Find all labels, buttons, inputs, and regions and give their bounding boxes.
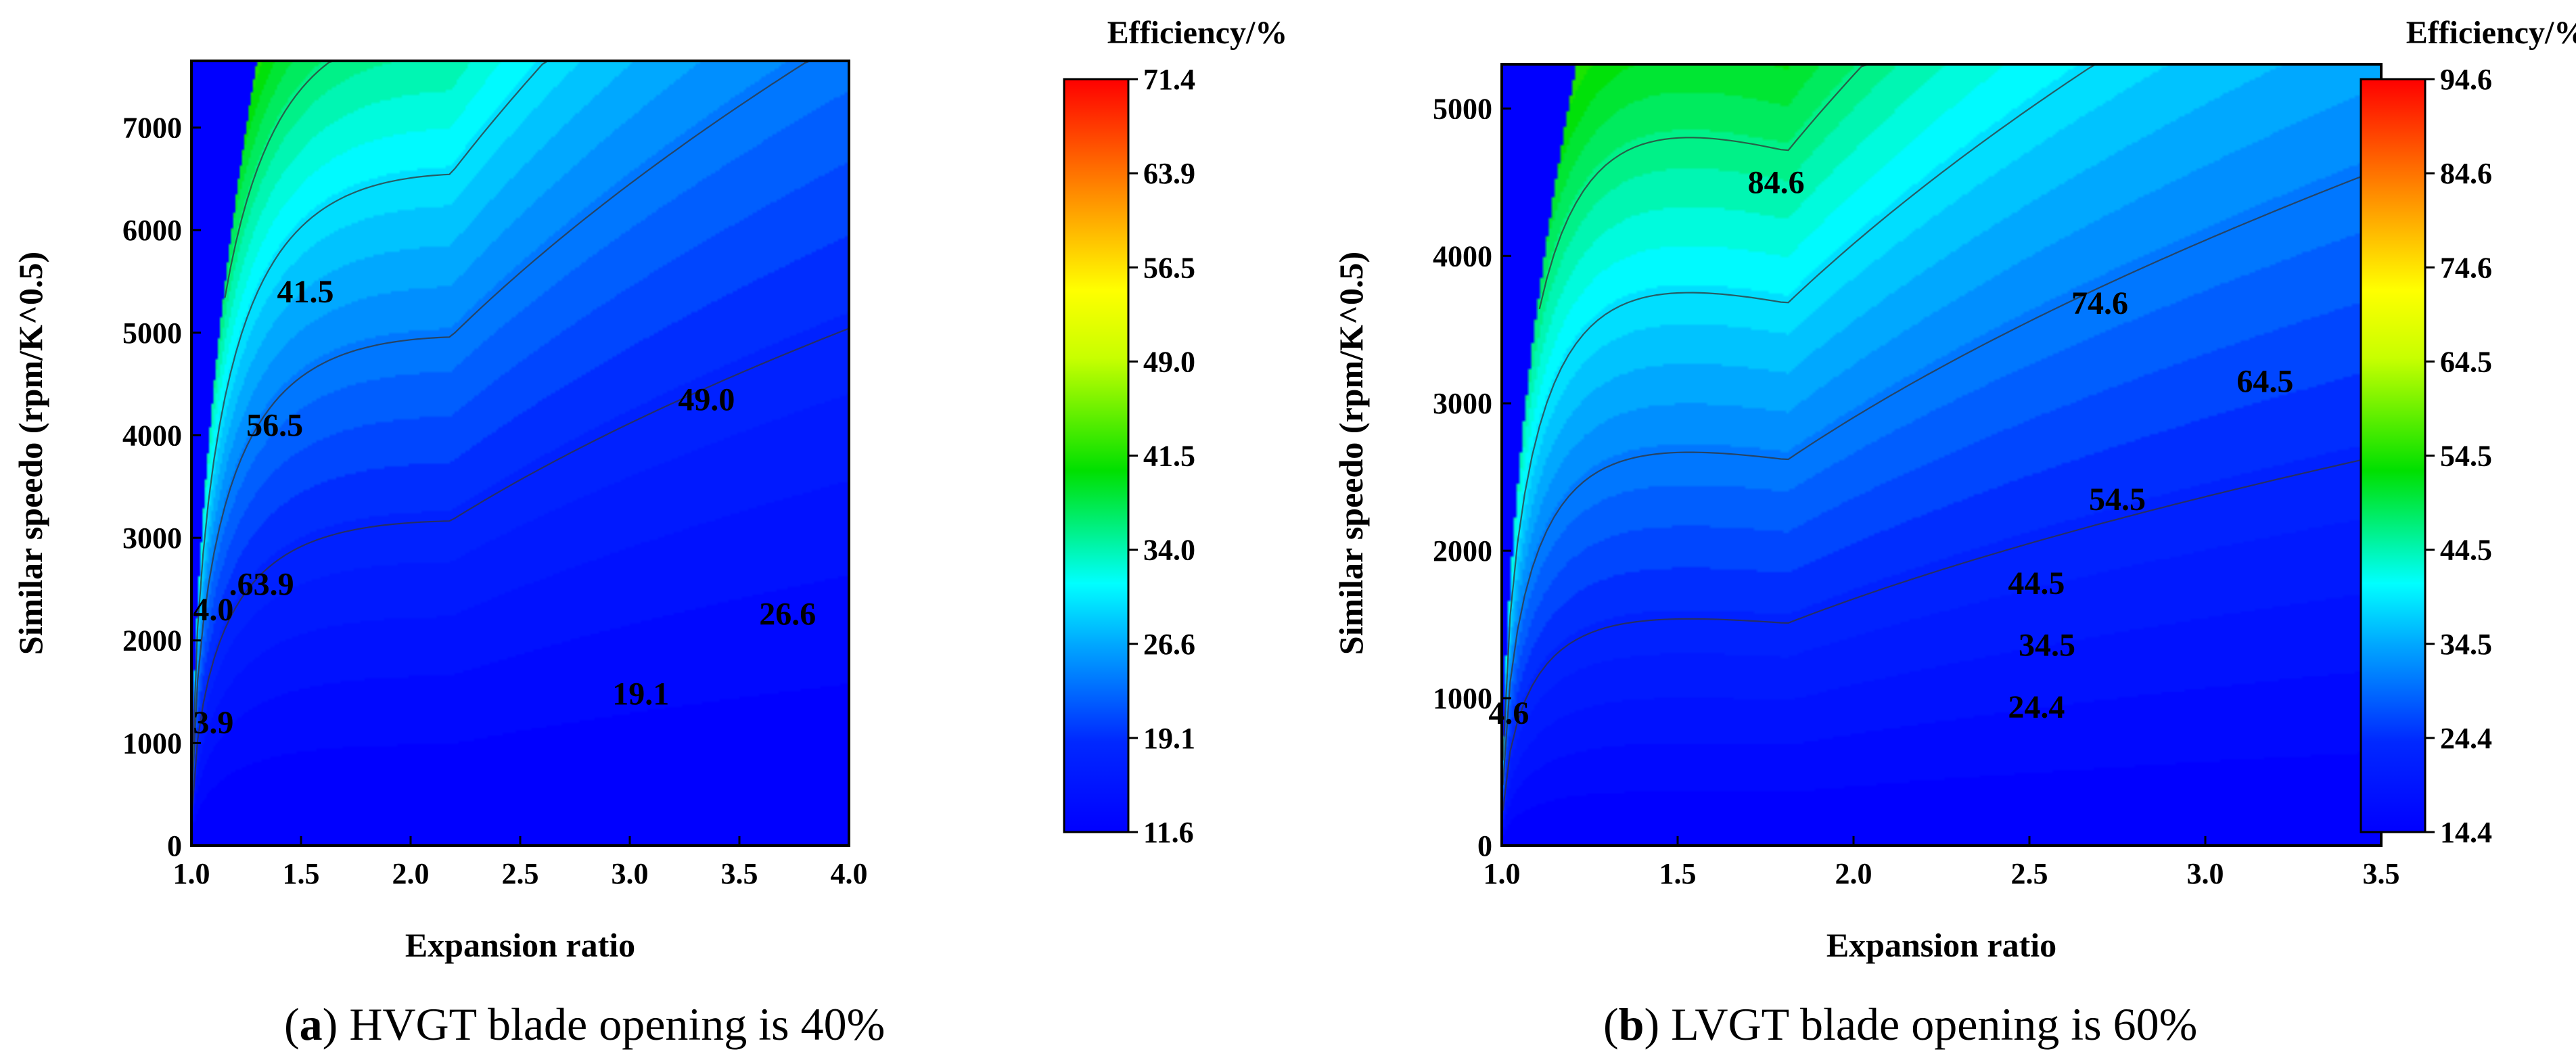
panel-a-caption: (a) HVGT blade opening is 40% — [284, 998, 886, 1050]
colorbar-tick-label: 64.5 — [2440, 345, 2492, 378]
x-tick-label: 2.0 — [392, 857, 430, 890]
colorbar-tick-label: 44.5 — [2440, 534, 2492, 567]
panel-a-chart: 1.0 1.5 2.0 2.5 3.0 3.5 4.0 0 1000 2000 3000 4000 5… — [12, 15, 1287, 964]
y-tick-label: 5000 — [1433, 92, 1492, 125]
y-tick-label: 0 — [1477, 829, 1492, 862]
panel-b-contour-labels: 84.6 74.6 64.5 54.5 44.5 34.5 24.4 4.6 — [1488, 164, 2293, 731]
panel-a-colorbar-title: Efficiency/% — [1107, 15, 1288, 51]
panel-b-y-ticks: 0 1000 2000 3000 4000 5000 — [1433, 92, 1511, 862]
y-tick-label: 6000 — [122, 214, 182, 247]
contour-label: 64.5 — [2236, 364, 2293, 400]
colorbar-tick-label: 63.9 — [1143, 157, 1195, 190]
colorbar-tick-label: 84.6 — [2440, 157, 2492, 190]
contour-label: 4.6 — [1488, 695, 1529, 731]
contour-line-2 — [191, 60, 849, 790]
contour-label: 24.4 — [2008, 689, 2065, 725]
colorbar-tick-label: 24.4 — [2440, 722, 2492, 755]
colorbar-tick-label: 56.5 — [1143, 251, 1195, 284]
panel-b-chart: 1.0 1.5 2.0 2.5 3.0 3.5 0 1000 2000 3000 4000 5000… — [1332, 15, 2576, 964]
colorbar-tick-label: 34.5 — [2440, 628, 2492, 661]
panel-a-caption-text: HVGT blade opening is 40% — [338, 998, 886, 1050]
contour-line-2 — [1502, 168, 2382, 785]
panel-a-caption-letter: a — [299, 998, 323, 1050]
contour-line-1 — [1502, 455, 2382, 811]
panel-b-colorbar — [2360, 78, 2426, 833]
colorbar-tick-label: 34.0 — [1143, 534, 1195, 567]
colorbar-tick-label: 54.5 — [2440, 440, 2492, 473]
x-tick-label: 3.0 — [612, 857, 649, 890]
y-tick-label: 4000 — [1433, 239, 1492, 273]
colorbar-tick-label: 94.6 — [2440, 63, 2492, 96]
panel-a-colorbar — [1063, 78, 1130, 833]
panel-b-caption-text: LVGT blade opening is 60% — [1659, 998, 2198, 1050]
contour-label: 49.0 — [678, 382, 735, 417]
colorbar-tick-label: 19.1 — [1143, 722, 1195, 755]
y-tick-label: 4000 — [122, 419, 182, 452]
x-tick-label: 4.0 — [831, 857, 868, 890]
x-tick-label: 3.0 — [2187, 857, 2224, 890]
contour-label: 4.0 — [193, 592, 233, 628]
contour-label: 3.9 — [193, 705, 233, 741]
y-tick-label: 7000 — [122, 112, 182, 145]
y-tick-label: 1000 — [1433, 682, 1492, 715]
x-tick-label: 2.5 — [502, 857, 539, 890]
colorbar-tick-label: 26.6 — [1143, 628, 1195, 661]
contour-label: 74.6 — [2071, 285, 2128, 321]
contour-label: 44.5 — [2008, 566, 2065, 601]
contour-label: .63.9 — [229, 566, 294, 602]
panel-b-caption: (b) LVGT blade opening is 60% — [1603, 998, 2198, 1050]
contour-label: 19.1 — [612, 676, 669, 712]
panel-a-colorbar-ticks: 71.4 63.9 56.5 49.0 41.5 34.0 26.6 19.1 11.6 — [1128, 63, 1195, 849]
contour-label: 56.5 — [246, 407, 303, 443]
panel-a-heatmap — [191, 61, 849, 846]
y-tick-label: 3000 — [122, 522, 182, 555]
panel-b-colorbar-title: Efficiency/% — [2406, 15, 2576, 51]
panel-b-colorbar-ticks: 94.6 84.6 74.6 64.5 54.5 44.5 34.5 24.4 14.4 — [2425, 63, 2492, 849]
x-tick-label: 3.5 — [2363, 857, 2400, 890]
panel-a-contour-labels: 41.5 56.5 4.0.63.9 3.9 49.0 26.6 19.1 — [193, 274, 816, 741]
x-tick-label: 2.0 — [1835, 857, 1872, 890]
colorbar-tick-label: 49.0 — [1143, 345, 1195, 378]
contour-label: 34.5 — [2019, 628, 2075, 664]
x-tick-label: 1.5 — [1659, 857, 1697, 890]
contour-label: 84.6 — [1748, 164, 1805, 200]
colorbar-tick-label: 11.6 — [1143, 816, 1194, 849]
colorbar-tick-label: 41.5 — [1143, 440, 1195, 473]
x-tick-label: 1.5 — [283, 857, 320, 890]
colorbar-tick-label: 14.4 — [2440, 816, 2492, 849]
contour-label: 26.6 — [759, 596, 816, 632]
y-tick-label: 3000 — [1433, 387, 1492, 420]
panel-a-y-axis-title: Similar speedo (rpm/K^0.5) — [12, 252, 49, 655]
x-tick-label: 3.5 — [721, 857, 758, 890]
contour-line-1 — [191, 327, 850, 810]
x-tick-label: 1.0 — [1484, 857, 1521, 890]
y-tick-label: 2000 — [1433, 534, 1492, 568]
y-tick-label: 1000 — [122, 727, 182, 760]
colorbar-tick-label: 71.4 — [1143, 63, 1195, 96]
panel-a-x-axis-title: Expansion ratio — [405, 926, 635, 964]
x-tick-label: 2.5 — [2011, 857, 2048, 890]
contour-label: 41.5 — [277, 274, 334, 310]
panel-a-y-ticks: 0 1000 2000 3000 4000 5000 6000 7000 — [122, 112, 201, 862]
panel-a-x-ticks: 1.0 1.5 2.0 2.5 3.0 3.5 4.0 — [173, 836, 868, 890]
panel-b-heatmap — [1502, 64, 2381, 846]
panel-b-x-ticks: 1.0 1.5 2.0 2.5 3.0 3.5 — [1484, 836, 2400, 890]
y-tick-label: 2000 — [122, 624, 182, 658]
y-tick-label: 5000 — [122, 317, 182, 350]
x-tick-label: 1.0 — [173, 857, 210, 890]
colorbar-tick-label: 74.6 — [2440, 251, 2492, 284]
panel-b-caption-letter: b — [1618, 998, 1644, 1050]
panel-b-y-axis-title: Similar speedo (rpm/K^0.5) — [1332, 252, 1370, 655]
y-tick-label: 0 — [167, 829, 182, 862]
contour-label: 54.5 — [2089, 482, 2146, 518]
panel-b-x-axis-title: Expansion ratio — [1826, 926, 2056, 964]
